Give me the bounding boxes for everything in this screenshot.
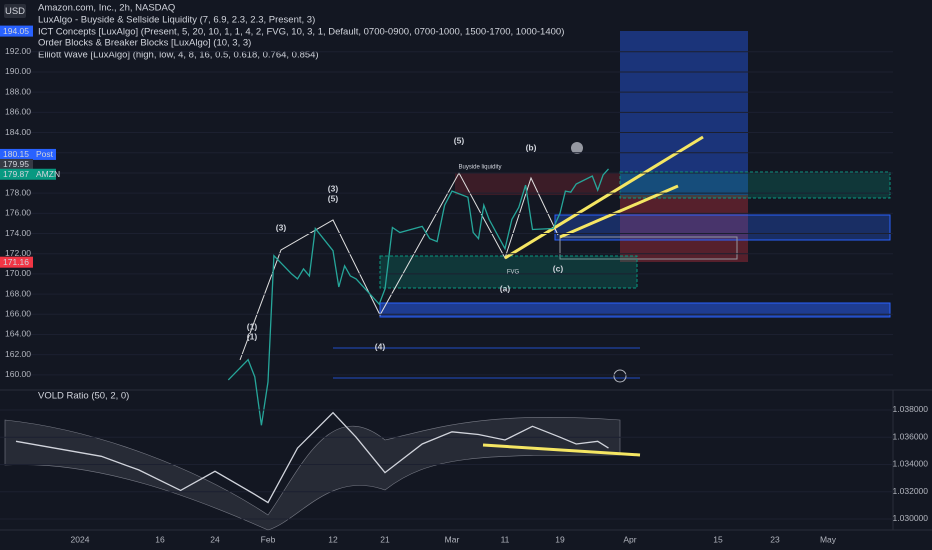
price-tag <box>0 158 33 170</box>
y-tick-label: 160.00 <box>5 369 31 379</box>
price-tag <box>0 148 56 160</box>
price-tag-name: Post <box>36 149 54 159</box>
header-line: Amazon.com, Inc., 2h, NASDAQ <box>38 3 175 14</box>
wave-label: (5) <box>328 193 339 203</box>
wave-label: (3) <box>276 222 287 232</box>
y-tick-label: 178.00 <box>5 187 31 197</box>
y-tick-label: 1.030000 <box>893 513 929 523</box>
header-line: ICT Concepts [LuxAlgo] (Present, 5, 20, … <box>38 27 564 38</box>
currency-badge <box>4 4 26 18</box>
y-tick-label: 168.00 <box>5 288 31 298</box>
x-tick-label: 24 <box>210 534 220 544</box>
header-line: Elliott Wave [LuxAlgo] (high, low, 4, 8,… <box>38 50 319 61</box>
x-tick-label: May <box>820 534 837 544</box>
trend-line <box>504 135 704 260</box>
wave-label: (3) <box>328 183 339 193</box>
x-tick-label: 23 <box>770 534 780 544</box>
y-tick-label: 1.036000 <box>893 431 929 441</box>
order-block <box>619 171 891 199</box>
fvg-zone <box>379 255 638 289</box>
x-tick-label: 15 <box>713 534 723 544</box>
currency: USD <box>5 6 25 17</box>
price-tag-label: 180.15 <box>3 149 29 159</box>
x-tick-label: 11 <box>501 534 510 544</box>
y-tick-label: 172.00 <box>5 248 31 258</box>
y-tick-label: 1.032000 <box>893 486 929 496</box>
trend-line <box>559 184 679 239</box>
y-tick-label: 186.00 <box>5 107 31 117</box>
wave-label: (c) <box>553 263 564 273</box>
series-line <box>227 168 609 426</box>
wave-label: (b) <box>526 142 537 152</box>
y-tick-label: 166.00 <box>5 309 31 319</box>
x-tick-label: Apr <box>623 534 636 544</box>
price-tag <box>0 168 56 180</box>
header-line: LuxAlgo - Buyside & Sellside Liquidity (… <box>38 15 315 26</box>
stop-zone <box>620 195 748 262</box>
price-tag-label: 194.05 <box>3 26 29 36</box>
trend-line <box>482 443 641 457</box>
y-tick-label: 162.00 <box>5 349 31 359</box>
price-tag <box>0 256 33 268</box>
y-tick-label: 184.00 <box>5 127 31 137</box>
price-tag <box>0 25 33 37</box>
x-tick-label: 21 <box>380 534 390 544</box>
x-tick-label: Mar <box>445 534 460 544</box>
price-tag-label: 179.87 <box>3 169 29 179</box>
wave-label: (4) <box>375 341 386 351</box>
y-tick-label: 190.00 <box>5 66 31 76</box>
y-tick-label: 164.00 <box>5 329 31 339</box>
wave-label: (5) <box>454 135 465 145</box>
price-tag-label: 171.16 <box>3 257 29 267</box>
wave-label: (1) <box>247 331 258 341</box>
x-tick-label: 19 <box>555 534 565 544</box>
x-tick-label: Feb <box>261 534 276 544</box>
y-tick-label: 176.00 <box>5 208 31 218</box>
target-zone <box>620 31 748 195</box>
wave-label: FVG <box>507 270 520 276</box>
marker <box>571 142 583 154</box>
y-tick-label: 174.00 <box>5 228 31 238</box>
price-tag-label: 179.95 <box>3 159 29 169</box>
x-tick-label: 16 <box>155 534 165 544</box>
indicator-title: VOLD Ratio (50, 2, 0) <box>38 391 129 402</box>
y-tick-label: 188.00 <box>5 86 31 96</box>
wave-label: Buyside liquidity <box>458 165 501 171</box>
y-tick-label: 192.00 <box>5 46 31 56</box>
wave-label: (a) <box>500 283 511 293</box>
premium-zone <box>455 173 620 195</box>
x-tick-label: 2024 <box>71 534 90 544</box>
y-tick-label: 170.00 <box>5 268 31 278</box>
order-block <box>379 302 891 318</box>
wave-label: (1) <box>247 321 258 331</box>
x-tick-label: 12 <box>328 534 338 544</box>
breaker-block <box>559 236 738 260</box>
series-line <box>15 411 609 504</box>
header-line: Order Blocks & Breaker Blocks [LuxAlgo] … <box>38 38 251 49</box>
bollinger-band <box>4 416 621 531</box>
y-tick-label: 1.038000 <box>893 404 929 414</box>
y-tick-label: 1.034000 <box>893 459 929 469</box>
order-block <box>554 214 891 241</box>
price-tag-name: AMZN <box>36 169 60 179</box>
marker <box>613 369 627 383</box>
